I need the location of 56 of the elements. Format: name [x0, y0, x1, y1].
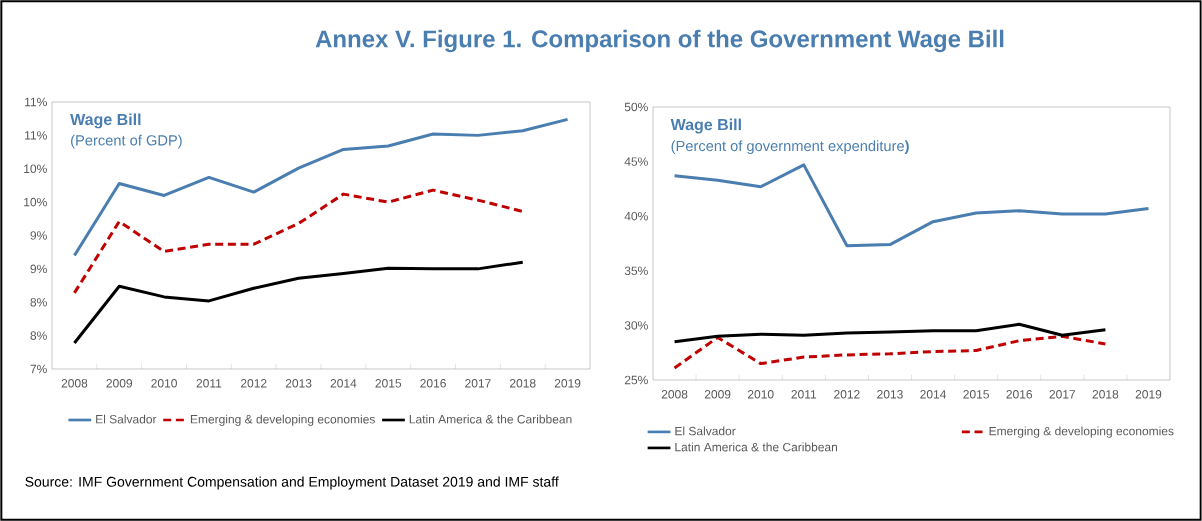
x-tick-label: 2019: [554, 379, 581, 388]
x-tick-label: 2017: [465, 379, 491, 388]
x-tick-label: 2018: [510, 379, 536, 388]
line-series: [72, 260, 525, 345]
x-tick-label: 2015: [375, 379, 402, 388]
x-tick-label: 2013: [877, 390, 903, 399]
x-tick-label: 2013: [285, 379, 312, 388]
y-tick-label: 9%: [30, 264, 47, 274]
y-tick-label: 35%: [624, 266, 648, 276]
x-tick-label: 2016: [420, 379, 446, 388]
x-tick-label: 2014: [330, 379, 357, 388]
line-series: [673, 322, 1107, 344]
legend-label: El Salvador: [675, 426, 736, 436]
legend-label: El Salvador: [96, 414, 157, 424]
x-tick-label: 2018: [1092, 390, 1119, 399]
y-tick-label: 30%: [624, 321, 648, 330]
x-tick-label: 2015: [963, 390, 989, 399]
text: Annex V. Figure 1. Comparison of the Government Wage Bill: [315, 29, 1004, 53]
y-tick-label: 11%: [25, 131, 47, 140]
line-series: [673, 163, 1150, 248]
y-tick-label: 40%: [624, 211, 648, 221]
legend-label: Latin America & the Caribbean: [675, 442, 838, 452]
y-tick-label: 8%: [30, 331, 47, 340]
y-tick-label: 10%: [24, 164, 47, 174]
x-tick-label: 2008: [661, 390, 688, 399]
y-tick-label: 8%: [30, 298, 47, 307]
x-tick-label: 2010: [151, 379, 177, 388]
x-tick-label: 2008: [61, 379, 88, 388]
x-tick-label: 2009: [704, 390, 731, 399]
x-tick-label: 2010: [747, 390, 774, 399]
y-tick-label: 7%: [30, 364, 47, 374]
text: (Percent of government expenditure): [671, 140, 909, 155]
line-series: [72, 188, 525, 295]
source-note: Source: IMF Government Compensation and Employment Dataset 2019 and IMF staff: [25, 476, 559, 490]
x-tick-label: 2012: [834, 390, 860, 399]
y-tick-label: 25%: [624, 375, 648, 385]
legend-label: Latin America & the Caribbean: [409, 414, 572, 424]
y-tick-label: 10%: [24, 197, 47, 207]
x-tick-label: 2009: [106, 379, 133, 388]
x-tick-label: 2019: [1135, 390, 1162, 399]
y-tick-label: 50%: [624, 102, 648, 112]
y-tick-label: 11%: [25, 97, 47, 107]
x-tick-label: 2011: [791, 390, 817, 399]
y-tick-label: 45%: [624, 157, 648, 166]
legend-label: Emerging & developing economies: [989, 426, 1174, 438]
x-tick-label: 2014: [920, 390, 947, 399]
text: Wage Bill: [70, 113, 141, 129]
legend-label: Emerging & developing economies: [190, 414, 375, 426]
x-tick-label: 2011: [196, 379, 222, 388]
x-tick-label: 2017: [1049, 390, 1076, 399]
x-tick-label: 2016: [1006, 390, 1033, 399]
text: Wage Bill: [670, 118, 741, 134]
y-tick-label: 9%: [30, 231, 47, 240]
x-tick-label: 2012: [241, 379, 267, 388]
text: (Percent of GDP): [71, 134, 182, 149]
line-series: [673, 334, 1107, 370]
